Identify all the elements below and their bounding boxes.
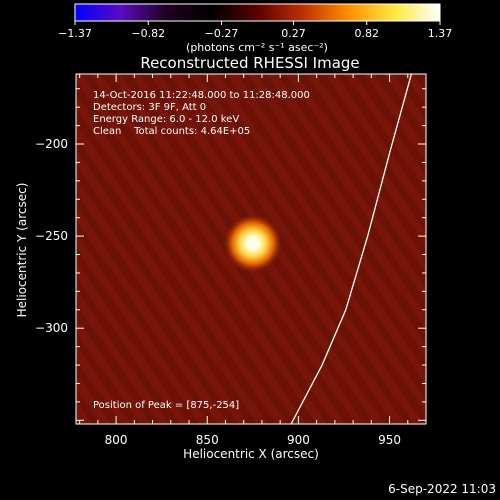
- x-axis-label: Heliocentric X (arcsec): [183, 447, 319, 461]
- colorbar-unit-label: (photons cm⁻² s⁻¹ asec⁻²): [186, 41, 328, 54]
- colorbar-tick-label: 1.37: [428, 27, 453, 40]
- chart-title: Reconstructed RHESSI Image: [140, 54, 359, 72]
- annotation-clean: Clean Total counts: 4.64E+05: [93, 126, 250, 137]
- solar-limb-curve: [290, 74, 413, 424]
- x-tick-label: 950: [378, 433, 401, 447]
- heatmap-image: [76, 74, 426, 424]
- colorbar-tick-label: −1.37: [58, 27, 92, 40]
- y-tick-label: −200: [35, 137, 68, 151]
- y-tick-label: −300: [35, 321, 68, 335]
- colorbar-tick-label: 0.82: [354, 27, 379, 40]
- footer-date: 6-Sep-2022 11:03: [388, 482, 496, 496]
- peak-position-label: Position of Peak = [875,-254]: [93, 400, 239, 411]
- plot-frame: [75, 73, 427, 425]
- x-tick-label: 850: [196, 433, 219, 447]
- annotation-time: 14-Oct-2016 11:22:48.000 to 11:28:48.000: [93, 90, 310, 101]
- colorbar-ticks: −1.37 −0.82 −0.27 0.27 0.82 1.37: [58, 21, 452, 40]
- colorbar-tick-label: −0.27: [205, 27, 239, 40]
- y-axis-label: Heliocentric Y (arcsec): [15, 183, 29, 318]
- x-tick-label: 900: [287, 433, 310, 447]
- axis-ticks: 800 850 900 950 −200 −250 −300: [35, 74, 427, 447]
- annotation-energy: Energy Range: 6.0 - 12.0 keV: [93, 114, 239, 125]
- peak-source: [222, 213, 283, 274]
- colorbar-tick-label: −0.82: [131, 27, 165, 40]
- y-tick-label: −250: [35, 229, 68, 243]
- colorbar-tick-label: 0.27: [281, 27, 306, 40]
- x-tick-label: 800: [105, 433, 128, 447]
- annotation-detectors: Detectors: 3F 9F, Att 0: [93, 102, 206, 113]
- colorbar: [74, 3, 441, 22]
